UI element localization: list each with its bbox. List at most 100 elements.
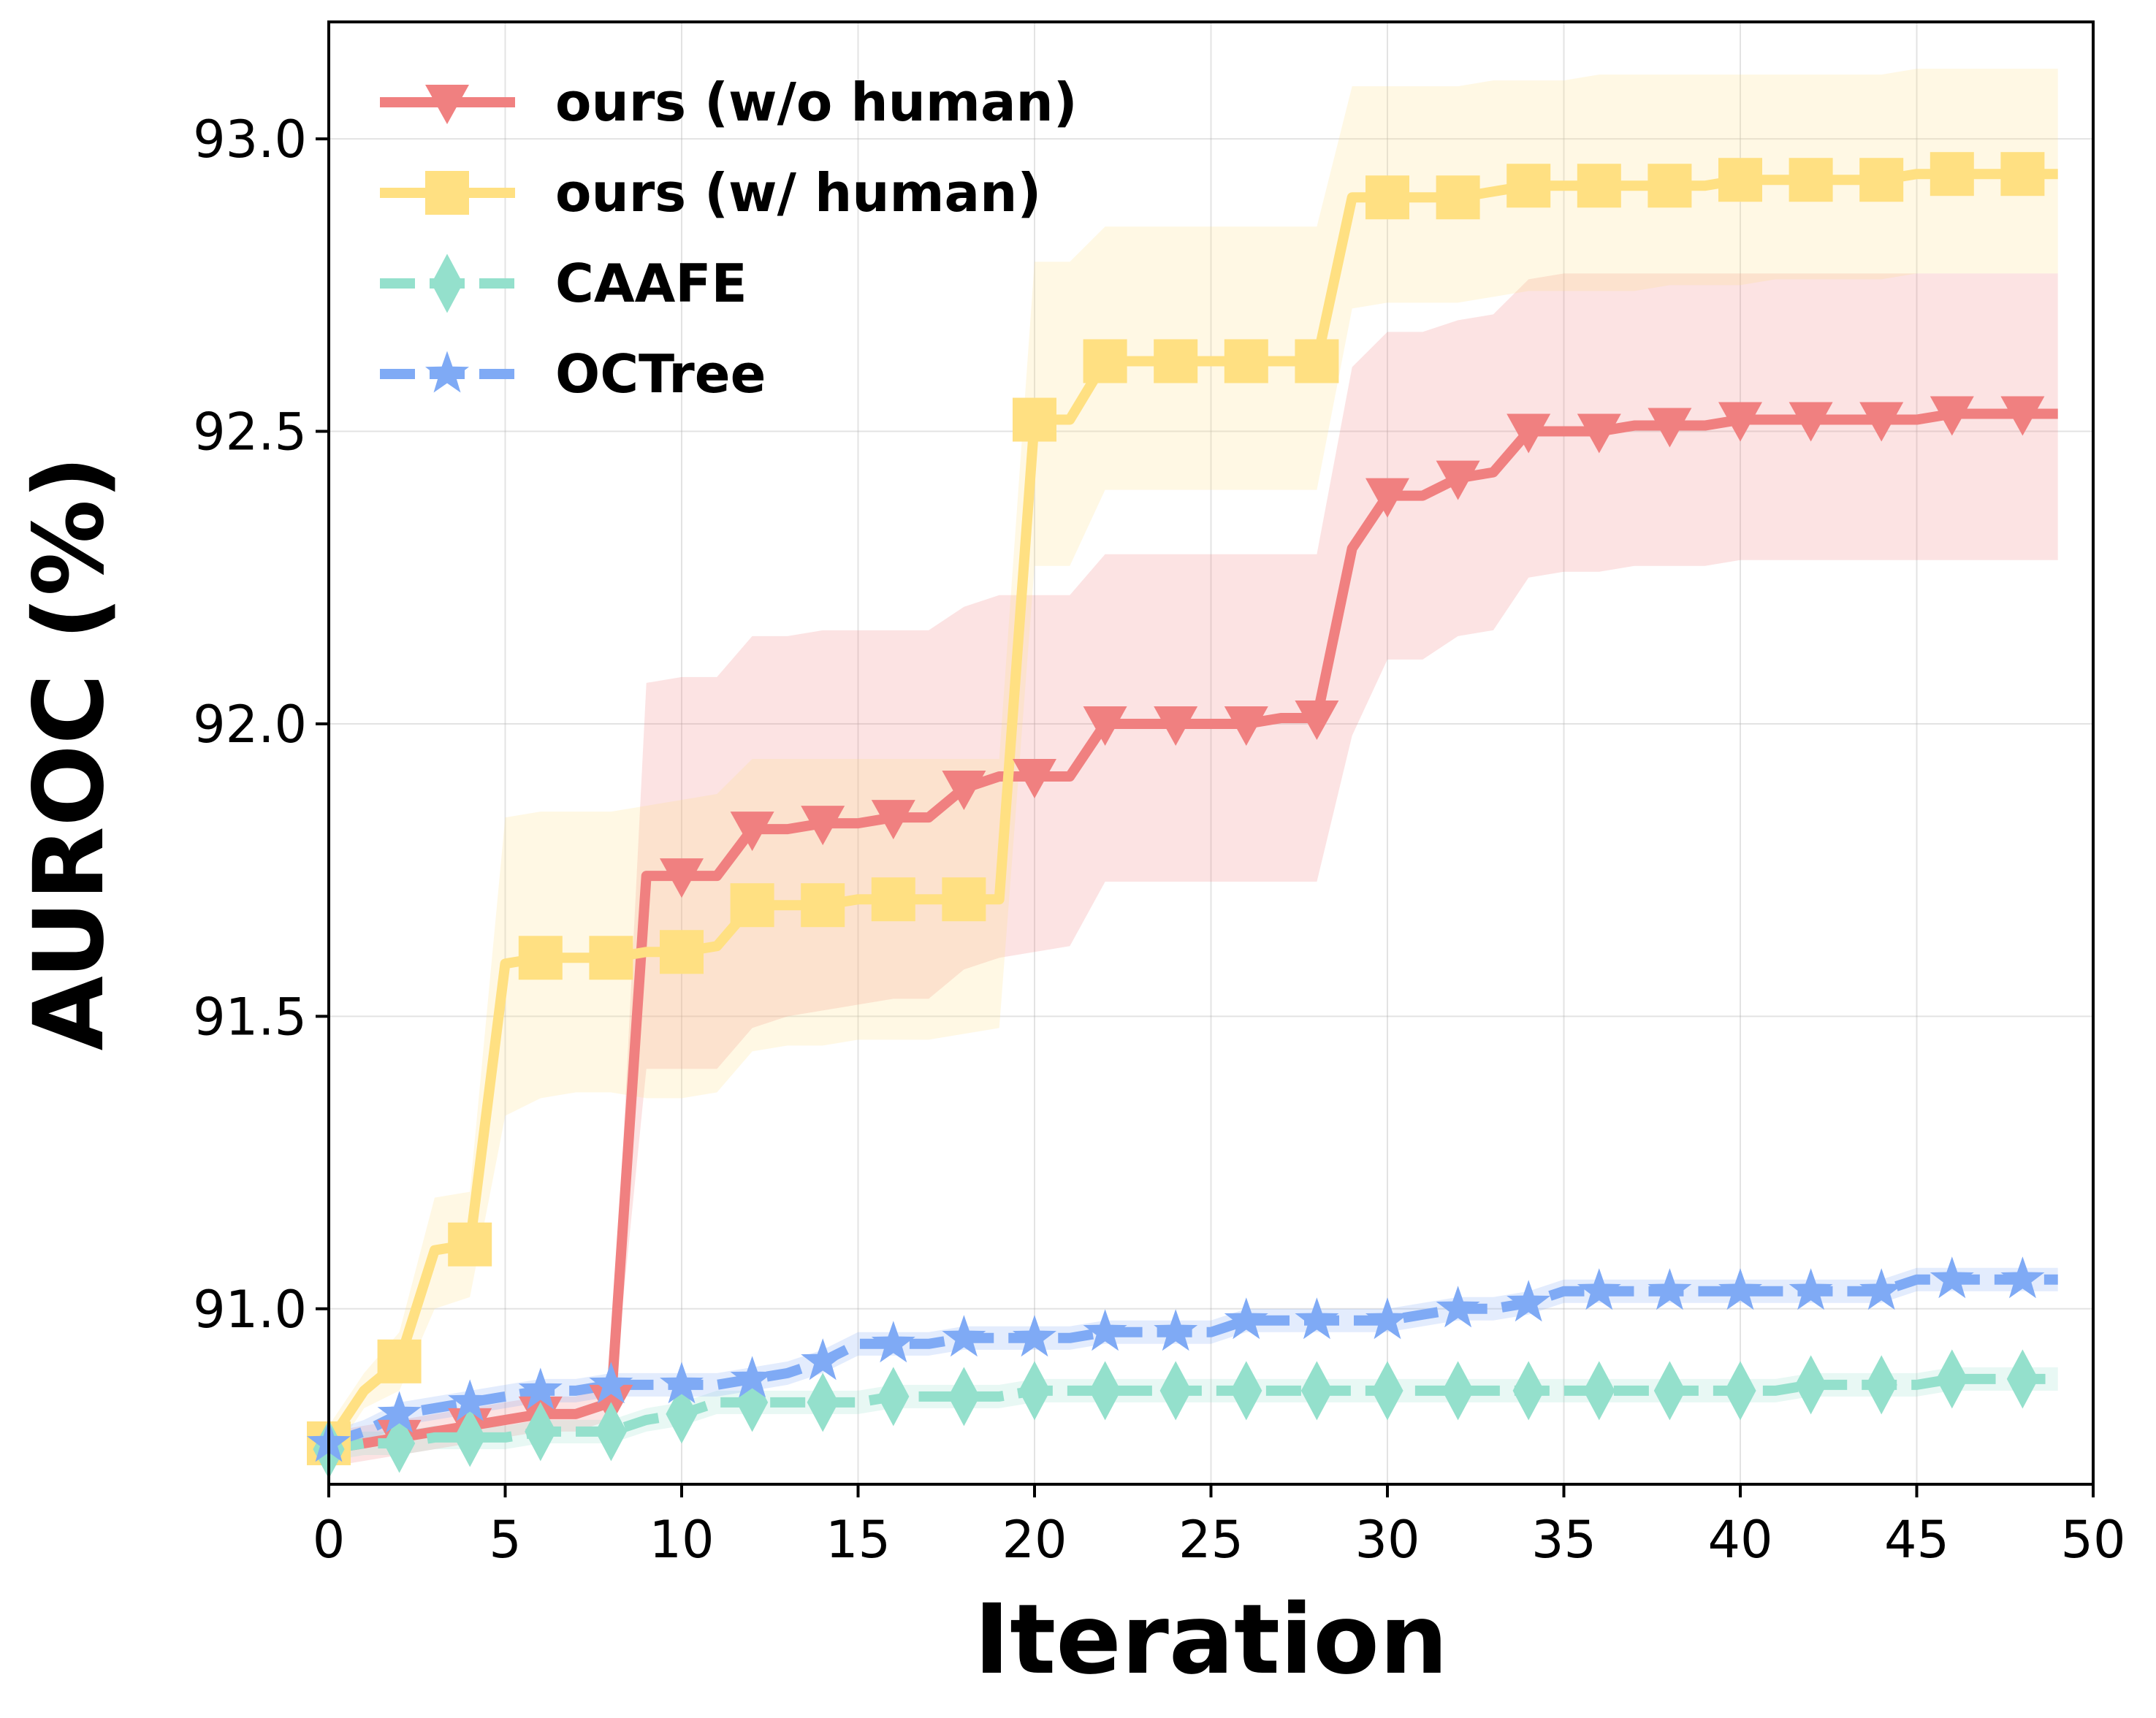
data-point-marker (1295, 1297, 1339, 1340)
data-point-marker (1512, 1361, 1544, 1421)
data-point-marker (1224, 1297, 1268, 1340)
data-point-marker (1154, 706, 1198, 746)
data-point-marker (1154, 339, 1198, 383)
data-point-marker (1089, 1361, 1121, 1421)
data-point-marker (1224, 706, 1268, 746)
data-point-marker (1789, 1268, 1833, 1310)
data-point-marker (1154, 1309, 1198, 1351)
y-tick-label: 91.0 (193, 1280, 307, 1340)
data-point-marker (1018, 1361, 1051, 1421)
data-point-marker (1648, 408, 1692, 448)
data-point-marker (1583, 1361, 1615, 1421)
data-point-marker (730, 1356, 774, 1398)
data-point-marker (801, 883, 845, 928)
x-tick-label: 10 (649, 1510, 714, 1570)
data-point-marker (1789, 158, 1833, 202)
data-point-marker (1648, 164, 1692, 208)
data-point-marker (595, 1402, 627, 1462)
axis-ticks: 0 5 10 15 20 25 30 35 40 45 50 91.0 91.5 92.0 92.5 93.0 (193, 110, 2125, 1570)
x-tick-label: 35 (1531, 1510, 1596, 1570)
data-point-marker (807, 1373, 839, 1432)
data-point-marker (1436, 460, 1480, 500)
data-point-marker (1724, 1361, 1756, 1421)
legend-label-2: CAAFE (555, 253, 747, 314)
data-point-marker (1365, 478, 1409, 518)
data-point-marker (942, 1315, 986, 1357)
legend: ours (w/o human) ours (w/ human) CAAFE OCTr… (380, 72, 1078, 405)
x-tick-label: 5 (489, 1510, 522, 1570)
x-tick-label: 15 (826, 1510, 891, 1570)
data-point-marker (518, 1367, 563, 1410)
data-point-marker (1083, 339, 1127, 383)
y-tick-label: 92.5 (193, 402, 307, 462)
data-point-marker (525, 1402, 557, 1462)
data-point-marker (1930, 1256, 1974, 1299)
data-point-marker (1083, 1309, 1127, 1351)
data-point-marker (1230, 1361, 1262, 1421)
data-point-marker (377, 1339, 422, 1383)
x-tick-label: 30 (1355, 1510, 1420, 1570)
data-point-marker (1577, 413, 1621, 454)
data-point-marker (1013, 1315, 1056, 1357)
data-point-marker (2000, 1256, 2045, 1299)
series-markers (307, 152, 2045, 1479)
data-point-marker (1789, 402, 1833, 442)
data-point-marker (1506, 1280, 1551, 1322)
series-line-2 (327, 1373, 2058, 1454)
data-point-marker (1083, 706, 1127, 746)
data-point-marker (942, 877, 986, 922)
legend-label-1: ours (w/ human) (555, 162, 1041, 224)
y-axis-title: AUROC (%) (13, 456, 126, 1051)
data-point-marker (1936, 1349, 1968, 1409)
data-point-marker (877, 1367, 910, 1427)
data-point-marker (518, 936, 563, 980)
data-point-marker (1859, 1268, 1904, 1310)
data-point-marker (1718, 158, 1762, 202)
data-point-marker (589, 936, 633, 980)
data-point-marker (1013, 759, 1056, 799)
data-point-marker (801, 1338, 845, 1381)
x-tick-label: 40 (1707, 1510, 1772, 1570)
data-point-marker (448, 1379, 492, 1421)
data-point-marker (1300, 1361, 1333, 1421)
data-point-marker (589, 1362, 633, 1404)
legend-marker-2 (431, 253, 463, 313)
data-point-marker (1365, 1297, 1409, 1340)
series-line-3 (327, 1274, 2058, 1448)
data-point-marker (1930, 396, 1974, 436)
data-point-marker (730, 812, 774, 852)
data-point-marker (1295, 339, 1339, 383)
data-point-marker (801, 806, 845, 846)
data-point-marker (1224, 339, 1268, 383)
data-point-marker (1718, 402, 1762, 442)
data-point-marker (871, 800, 915, 840)
x-tick-label: 45 (1884, 1510, 1949, 1570)
data-point-marker (1436, 1286, 1480, 1328)
x-tick-label: 50 (2060, 1510, 2125, 1570)
data-point-marker (660, 930, 704, 974)
data-point-marker (2000, 152, 2045, 196)
y-tick-label: 93.0 (193, 110, 307, 169)
x-axis-title: Iteration (974, 1584, 1448, 1696)
data-point-marker (1506, 164, 1551, 208)
data-point-marker (1365, 175, 1409, 220)
legend-label-3: OCTree (555, 343, 766, 405)
data-point-marker (448, 1222, 492, 1267)
data-point-marker (948, 1367, 980, 1427)
data-point-marker (2000, 396, 2045, 436)
legend-marker-1 (425, 171, 469, 215)
data-point-marker (660, 858, 704, 898)
data-point-marker (1795, 1355, 1827, 1415)
legend-marker-3 (425, 351, 469, 393)
data-point-marker (1013, 397, 1056, 442)
data-point-marker (454, 1408, 486, 1467)
data-point-marker (1865, 1355, 1897, 1415)
data-point-marker (1295, 700, 1339, 740)
data-point-marker (942, 771, 986, 811)
x-tick-label: 20 (1002, 1510, 1067, 1570)
data-point-marker (1859, 402, 1904, 442)
data-point-marker (1718, 1268, 1762, 1310)
data-point-marker (1859, 158, 1904, 202)
data-point-marker (1371, 1361, 1403, 1421)
